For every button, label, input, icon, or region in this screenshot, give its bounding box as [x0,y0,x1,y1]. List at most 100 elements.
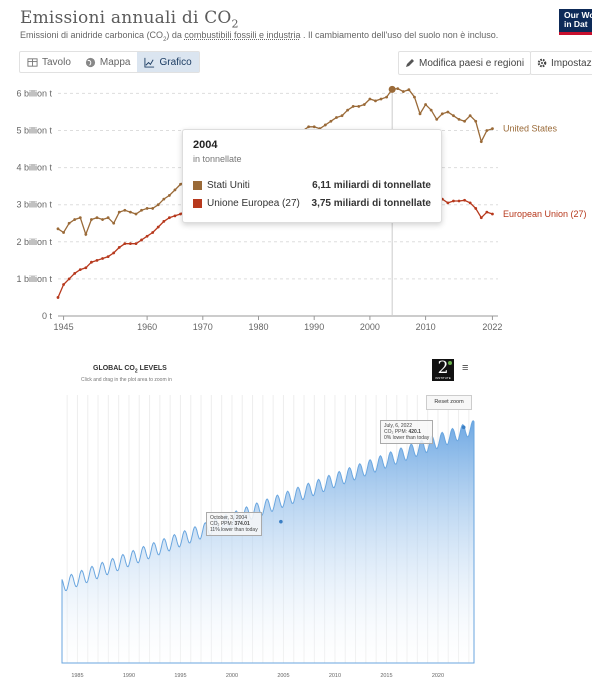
y-tick-label: 2 billion t [16,237,52,247]
y-tick-label: 4 billion t [16,163,52,173]
data-point [307,125,311,129]
institute-logo[interactable]: 2 INSTITUTE [432,359,454,381]
data-point [112,221,116,225]
y-tick-label: 0 t [42,311,53,321]
data-point [145,234,149,238]
tab-tavolo-label: Tavolo [42,56,71,68]
tooltip-name-us: Stati Uniti [207,179,250,191]
table-icon [27,57,38,67]
data-point [429,108,433,112]
data-point [156,225,160,229]
divider [0,338,592,342]
us-swatch [193,180,202,190]
y-tick-label: 1 billion t [16,274,52,284]
owid-logo[interactable]: Our Wo in Dat [559,9,592,35]
data-point [73,218,77,221]
data-point [457,117,461,121]
data-point [413,95,416,99]
data-point [452,199,455,203]
hover-tooltip: 2004 in tonnellate Stati Uniti 6,11 mili… [182,129,442,223]
data-point [485,129,489,132]
data-point [357,105,361,108]
reset-zoom-button[interactable]: Reset zoom [426,395,472,410]
data-point [374,99,377,103]
edit-countries-label: Modifica paesi e regioni [419,57,525,69]
x-tick-label: 2015 [380,673,392,679]
data-point [396,87,400,90]
data-point [468,114,472,118]
data-point [129,242,132,246]
data-point [418,112,422,116]
data-point [62,231,65,234]
data-point [101,257,104,260]
data-point [95,258,99,262]
data-point [173,214,177,218]
data-point [463,119,466,123]
globe-icon [85,57,95,67]
data-point [474,119,478,123]
data-point [335,116,338,119]
co2-area-chart[interactable]: 1985 1990 1995 2000 2005 2010 2015 2020 [0,345,592,680]
edit-countries-button[interactable]: Modifica paesi e regioni [398,51,532,75]
x-tick-label: 1990 [123,673,135,679]
data-point [435,117,439,121]
data-point [491,127,494,131]
tooltip-2004: October, 3, 2004 CO₂ PPM: 374.01 11% low… [206,512,262,536]
hamburger-menu-icon[interactable]: ≡ [462,362,469,374]
data-point [179,182,182,186]
tooltip-row-us: Stati Uniti 6,11 miliardi di tonnellate [193,178,431,192]
tooltip-name-eu: Unione Europea (27) [207,197,300,209]
x-tick-label: 2000 [360,322,380,332]
marker-point [461,425,466,430]
tooltip-2022: July, 6, 2022 CO₂ PPM: 420.1 0% lower th… [380,420,434,444]
tooltip-unit: in tonnellate [193,154,242,164]
tooltip-value-eu: 3,75 miliardi di tonnellate [311,197,431,209]
data-point [173,188,177,192]
tab-mappa-label: Mappa [99,56,131,68]
eu-swatch [193,198,202,208]
chart-subtitle: Emissioni di anidride carbonica (CO2) da… [20,30,499,43]
data-point [123,208,127,212]
x-tick-label: 1985 [71,673,83,679]
data-point [90,218,93,221]
data-point [134,242,138,246]
x-tick-label: 2010 [416,322,436,332]
data-point [491,212,494,216]
hover-point-us [388,85,396,93]
data-point [340,114,344,118]
x-tick-label: 1960 [137,322,157,332]
data-point [84,266,88,270]
data-point [424,103,427,106]
data-point [368,97,372,101]
data-point [90,260,93,264]
data-point [162,197,166,201]
tab-grafico[interactable]: Grafico [137,52,199,72]
series-label: European Union (27) [503,209,587,219]
owid-panel: Emissioni annuali di CO2 Emissioni di an… [0,0,592,338]
x-tick-label: 1995 [174,673,186,679]
data-point [351,105,355,108]
data-point [162,220,166,223]
tooltip-row-eu: Unione Europea (27) 3,75 miliardi di ton… [193,196,431,210]
data-point [117,210,121,214]
tab-mappa[interactable]: Mappa [78,52,138,72]
x-tick-label: 1970 [193,322,213,332]
tab-tavolo[interactable]: Tavolo [20,52,78,72]
gear-icon [537,58,547,68]
data-point [479,216,483,220]
data-point [474,207,478,210]
data-point [156,203,160,207]
data-point [167,216,171,220]
data-point [101,218,104,221]
x-tick-label: 1990 [304,322,324,332]
data-point [452,114,455,118]
chart-title: Emissioni annuali di CO2 [20,8,239,31]
data-point [134,212,138,216]
data-point [140,238,143,242]
data-point [117,245,121,249]
data-point [468,201,472,205]
subtitle-link[interactable]: combustibili fossili e industria [184,30,301,40]
x-tick-label: 1945 [54,322,74,332]
data-point [379,97,383,101]
settings-button[interactable]: Impostazio [530,51,592,75]
